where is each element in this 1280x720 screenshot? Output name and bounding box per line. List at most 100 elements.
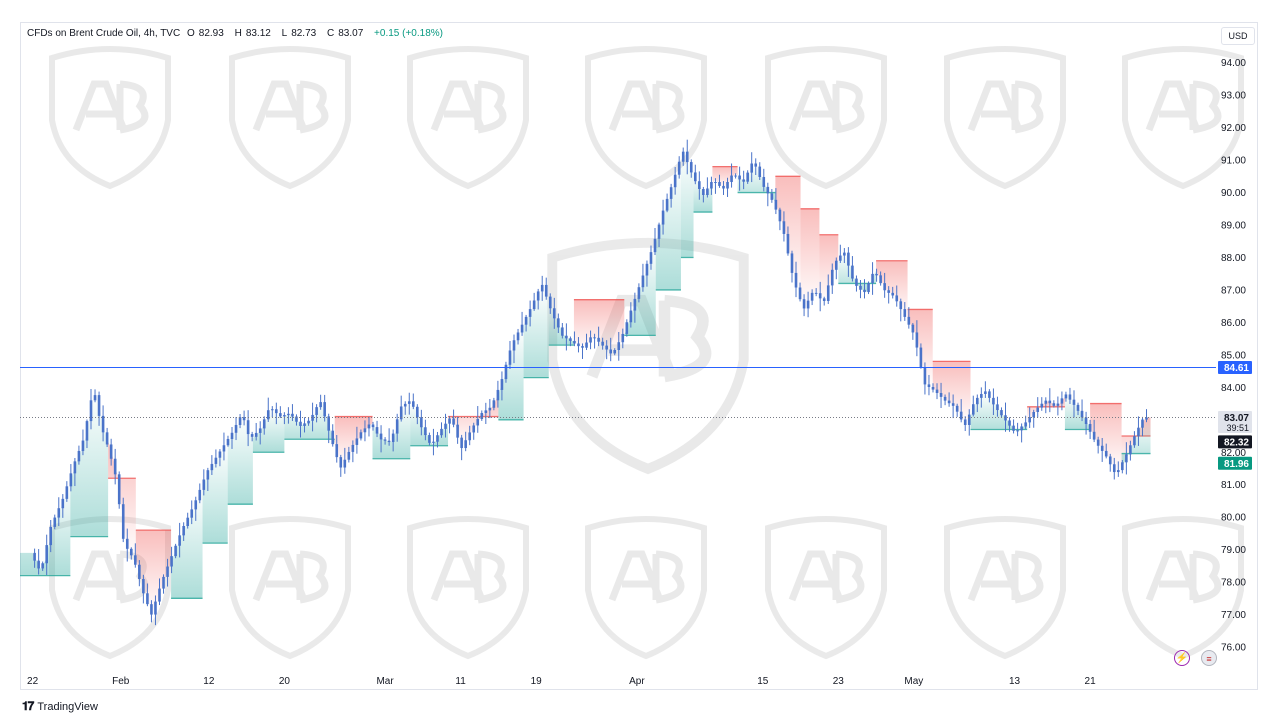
candle-body — [782, 221, 786, 234]
candle-body — [291, 413, 294, 417]
price-axis[interactable]: 76.0077.0078.0079.0080.0081.0082.0083.00… — [1221, 58, 1246, 653]
candle-body — [589, 337, 592, 343]
time-axis[interactable]: 22 Feb 12 20 Mar 11 19 Apr 15 23 May 13 21 — [27, 676, 1096, 687]
candle-body — [65, 486, 69, 499]
candle-body — [565, 335, 568, 339]
candle-body — [150, 604, 153, 615]
candle-body — [222, 445, 226, 452]
candle-body — [190, 509, 194, 518]
candle-body — [593, 337, 596, 339]
candle-body — [722, 185, 725, 189]
watermark-shield-outline — [944, 516, 1066, 660]
candle-body — [714, 182, 717, 184]
trend-band-fill — [1064, 394, 1091, 430]
candle-body — [689, 162, 693, 173]
candle-body — [581, 346, 584, 348]
watermark-ab-glyph — [586, 294, 712, 383]
watermark-shield-icon — [229, 46, 351, 190]
y-tick-label: 93.00 — [1221, 91, 1246, 102]
candle-body — [146, 593, 149, 605]
candle-body — [311, 414, 314, 421]
y-tick-label: 92.00 — [1221, 123, 1246, 134]
legend-title[interactable]: CFDs on Brent Crude Oil, 4h, TVC — [27, 28, 181, 39]
y-tick-label: 81.00 — [1221, 480, 1246, 491]
candle-body — [629, 310, 633, 323]
watermark-shield-outline — [49, 516, 171, 660]
candle-body — [1100, 445, 1104, 451]
candle-body — [1040, 403, 1044, 408]
candle-body — [1000, 410, 1003, 416]
candle-body — [673, 174, 677, 188]
candle-body — [988, 391, 991, 398]
candle-body — [851, 265, 854, 279]
candle-body — [170, 556, 173, 567]
trend-band-fill — [448, 393, 499, 446]
candle-body — [1076, 404, 1080, 411]
candle-body — [899, 301, 903, 310]
hline-marker-box — [1218, 361, 1252, 375]
y-tick-label: 76.00 — [1221, 643, 1246, 654]
candle-body — [299, 421, 302, 426]
us-flag-icon[interactable]: ≡ — [1201, 650, 1217, 666]
candle-body — [1036, 407, 1040, 412]
candle-body — [472, 425, 476, 433]
legend-close-value: 83.07 — [338, 28, 364, 39]
candle-body — [702, 188, 705, 195]
x-tick-label: 13 — [1009, 676, 1021, 687]
candle-body — [818, 293, 822, 299]
candle-body — [363, 428, 367, 433]
watermark-ab-glyph — [252, 80, 329, 134]
candle-body — [548, 296, 552, 309]
x-tick-label: 19 — [531, 676, 543, 687]
watermark-shield-outline — [229, 516, 351, 660]
y-tick-label: 78.00 — [1221, 578, 1246, 589]
candle-body — [536, 291, 540, 301]
candle-body — [476, 418, 480, 426]
candle-body — [512, 340, 516, 351]
candle-body — [420, 417, 423, 428]
watermark-layer — [49, 46, 1244, 660]
legend-open-label: O — [186, 28, 195, 39]
footer-brand[interactable]: TradingView — [37, 700, 98, 713]
x-tick-label: 20 — [279, 676, 291, 687]
candle-body — [391, 433, 395, 443]
trend-band-fill — [876, 260, 908, 319]
candle-body — [544, 284, 548, 297]
x-tick-label: 15 — [757, 676, 769, 687]
candle-body — [198, 489, 202, 501]
flash-icon[interactable]: ⚡ — [1174, 650, 1190, 666]
candle-body — [706, 188, 709, 195]
currency-button[interactable]: USD — [1221, 27, 1255, 45]
candle-body — [1084, 417, 1088, 425]
candle-body — [496, 389, 500, 401]
watermark-shield-icon — [407, 46, 529, 190]
watermark-ab-glyph — [430, 550, 507, 604]
watermark-shield-icon — [944, 46, 1066, 190]
candle-body — [738, 175, 741, 180]
candle-body — [250, 434, 254, 437]
candle-body — [210, 463, 214, 471]
watermark-ab-glyph — [252, 550, 329, 604]
candle-body — [573, 340, 576, 344]
watermark-ab-glyph — [967, 550, 1044, 604]
watermark-shield-outline — [765, 46, 887, 190]
candle-body — [637, 287, 641, 299]
candle-body — [339, 457, 343, 468]
tradingview-logo-icon[interactable]: 𝟏𝟕 — [22, 699, 34, 713]
watermark-shield-icon — [1122, 46, 1244, 190]
candle-body — [1104, 450, 1108, 457]
y-tick-label: 89.00 — [1221, 221, 1246, 232]
candle-body — [698, 181, 701, 189]
chart-frame — [20, 22, 1258, 690]
candle-body — [93, 395, 97, 401]
x-tick-label: 21 — [1085, 676, 1097, 687]
watermark-center-icon — [547, 237, 749, 475]
candle-body — [613, 350, 617, 354]
candle-body — [577, 343, 580, 347]
candle-body — [693, 172, 697, 182]
candle-body — [923, 367, 927, 385]
candle-body — [359, 432, 363, 439]
candle-body — [847, 252, 850, 266]
candle-body — [49, 526, 53, 546]
